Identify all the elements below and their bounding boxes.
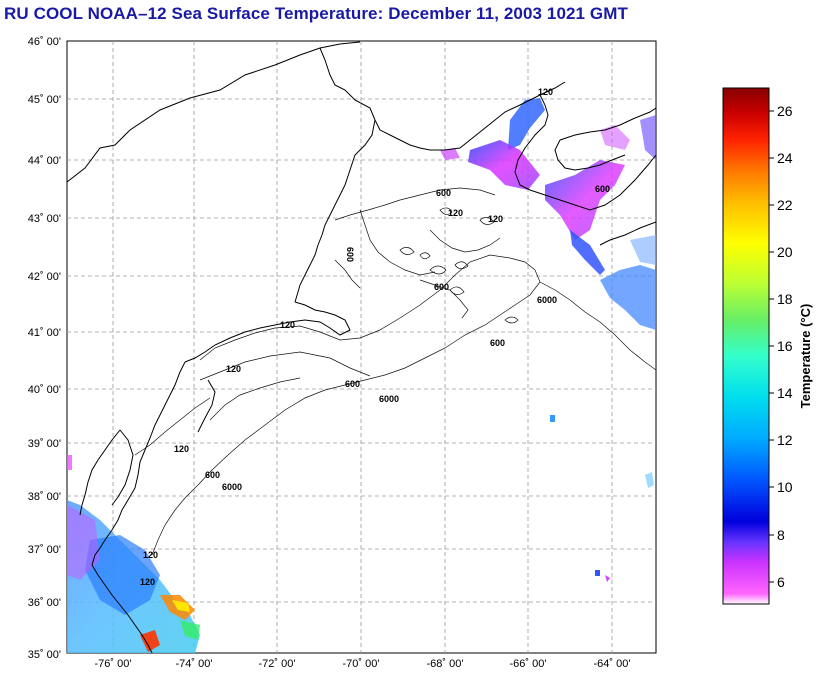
page-title: RU COOL NOAA–12 Sea Surface Temperature:… (4, 4, 629, 23)
colorbar-tick: 18 (777, 291, 793, 307)
lat-label: 41˚ 00' (28, 327, 61, 339)
contour-label: 120 (140, 577, 155, 587)
bathymetry-contours (134, 187, 656, 556)
lon-label: -64˚ 00' (594, 658, 631, 670)
colorbar-ramp (722, 87, 770, 605)
longitude-labels: -76˚ 00' -74˚ 00' -72˚ 00' -70˚ 00' -68˚… (95, 658, 631, 670)
lat-label: 36˚ 00' (28, 597, 61, 609)
contour-label: 6000 (379, 394, 399, 404)
lat-label: 45˚ 00' (28, 94, 61, 106)
contour-label: 120 (174, 444, 189, 454)
contour-label: 120 (143, 550, 158, 560)
contour-label: 120 (538, 87, 553, 97)
contour-label: 600 (345, 379, 360, 389)
sst-data-patches (67, 98, 656, 653)
colorbar-tick: 12 (777, 432, 793, 448)
colorbar-tick: 16 (777, 338, 793, 354)
latitude-labels: 46˚ 00' 45˚ 00' 44˚ 00' 43˚ 00' 42˚ 00' … (28, 36, 61, 661)
lat-label: 37˚ 00' (28, 544, 61, 556)
colorbar-tick: 26 (777, 103, 793, 119)
lat-label: 39˚ 00' (28, 438, 61, 450)
colorbar-tick: 10 (777, 479, 793, 495)
lat-label: 35˚ 00' (28, 649, 61, 661)
lon-label: -72˚ 00' (259, 658, 296, 670)
coastline (67, 41, 656, 653)
contour-label: 120 (448, 208, 463, 218)
lon-label: -70˚ 00' (343, 658, 380, 670)
lon-label: -66˚ 00' (510, 658, 547, 670)
contour-label: 600 (205, 470, 220, 480)
colorbar-tick: 6 (777, 574, 785, 590)
map-frame (66, 40, 657, 654)
colorbar: 26 24 22 20 18 16 14 12 10 8 6 Temperatu… (722, 87, 813, 605)
colorbar-label: Temperature (°C) (798, 304, 813, 409)
lat-label: 38˚ 00' (28, 491, 61, 503)
contour-label: 600 (436, 188, 451, 198)
contour-labels: 120 120 120 120 120 120 600 600 600 600 … (140, 87, 610, 587)
contour-label: 6000 (537, 295, 557, 305)
colorbar-tick: 8 (777, 527, 785, 543)
contour-label: 600 (595, 184, 610, 194)
colorbar-tick: 22 (777, 197, 793, 213)
lat-label: 44˚ 00' (28, 155, 61, 167)
contour-label: 600 (434, 282, 449, 292)
lon-label: -74˚ 00' (176, 658, 213, 670)
contour-label: 600 (490, 338, 505, 348)
contour-label: 120 (226, 364, 241, 374)
lat-label: 40˚ 00' (28, 384, 61, 396)
colorbar-tick: 24 (777, 150, 793, 166)
lat-label: 42˚ 00' (28, 271, 61, 283)
colorbar-tick: 14 (777, 385, 793, 401)
contour-label: 120 (280, 320, 295, 330)
lon-label: -68˚ 00' (427, 658, 464, 670)
contour-label: 600 (345, 247, 355, 262)
contour-label: 120 (488, 214, 503, 224)
colorbar-tick: 20 (777, 244, 793, 260)
contour-label: 6000 (222, 482, 242, 492)
lat-label: 46˚ 00' (28, 36, 61, 48)
lat-label: 43˚ 00' (28, 213, 61, 225)
lon-label: -76˚ 00' (95, 658, 132, 670)
